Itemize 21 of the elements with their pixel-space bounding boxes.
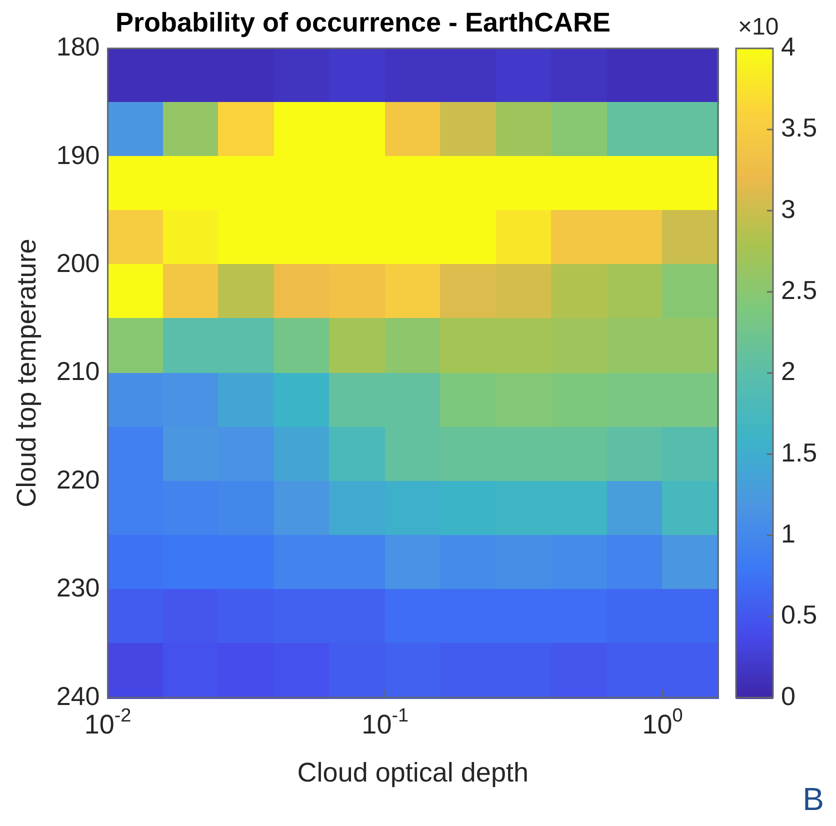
y-tick-label: 210	[56, 356, 100, 386]
y-tick-label: 200	[56, 248, 100, 278]
y-tick-label: 180	[56, 32, 100, 62]
text: B	[802, 781, 824, 817]
color-bar-label: 2.5	[781, 275, 818, 306]
color-bar-label: 0	[781, 680, 796, 711]
color-bar-label: 3.5	[781, 112, 818, 143]
y-axis-title: Cloud top temperature	[12, 238, 42, 508]
y-tick-label: 230	[56, 572, 100, 603]
y-tick-label: 220	[56, 464, 100, 494]
color-bar-label: 0.5	[781, 600, 818, 630]
color-bar-label: 4	[781, 32, 796, 62]
y-tick-label: 190	[56, 140, 100, 170]
color-bar-label: 1	[781, 518, 796, 548]
x-axis-title: Cloud optical depth	[297, 758, 528, 788]
text: ×10	[738, 13, 779, 40]
y-tick-label: 240	[56, 680, 100, 711]
color-bar-label: 2	[781, 356, 796, 386]
color-bar-label: 1.5	[781, 437, 818, 468]
chart-title: Probability of occurrence - EarthCARE	[115, 8, 611, 38]
color-bar-label: 3	[781, 194, 796, 224]
